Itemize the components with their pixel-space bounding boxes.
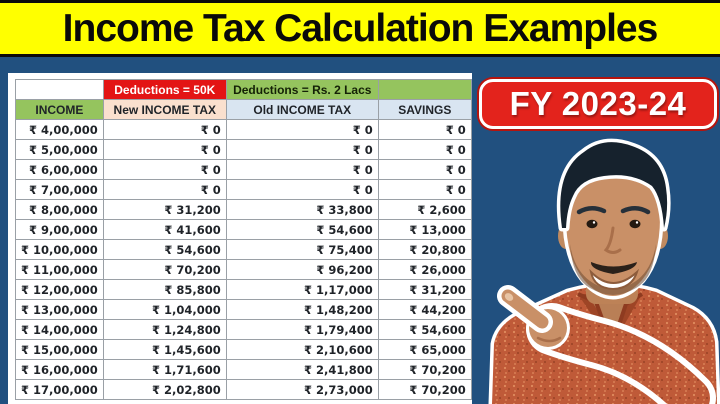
income-cell: ₹ 13,00,000 (15, 299, 104, 320)
table-row: ₹ 7,00,000 ₹ 0 ₹ 0 ₹ 0 (15, 179, 472, 200)
old-tax-cell: ₹ 33,800 (225, 199, 379, 220)
presenter-photo (488, 138, 720, 404)
old-tax-cell: ₹ 2,41,800 (225, 359, 379, 380)
blank-header-cell (15, 79, 104, 100)
old-tax-cell: ₹ 1,17,000 (225, 279, 379, 300)
table-row: ₹ 11,00,000 ₹ 70,200 ₹ 96,200 ₹ 26,000 (15, 259, 472, 280)
savings-cell: ₹ 26,000 (377, 259, 472, 280)
income-cell: ₹ 6,00,000 (15, 159, 104, 180)
new-tax-cell: ₹ 1,24,800 (102, 319, 227, 340)
new-tax-cell: ₹ 1,04,000 (102, 299, 227, 320)
old-tax-cell: ₹ 1,48,200 (225, 299, 379, 320)
table-row: ₹ 12,00,000 ₹ 85,800 ₹ 1,17,000 ₹ 31,200 (15, 279, 472, 300)
old-tax-cell: ₹ 54,600 (225, 219, 379, 240)
savings-cell: ₹ 65,000 (377, 339, 472, 360)
savings-cell: ₹ 20,800 (377, 239, 472, 260)
income-cell: ₹ 17,00,000 (15, 379, 104, 400)
new-tax-cell: ₹ 1,71,600 (102, 359, 227, 380)
fy-badge: FY 2023-24 (479, 79, 717, 129)
table-row: ₹ 17,00,000 ₹ 2,02,800 ₹ 2,73,000 ₹ 70,200 (15, 379, 472, 400)
savings-cell: ₹ 2,600 (377, 199, 472, 220)
savings-column-header: SAVINGS (377, 99, 472, 120)
table-row: ₹ 16,00,000 ₹ 1,71,600 ₹ 2,41,800 ₹ 70,200 (15, 359, 472, 380)
tax-table: Deductions = 50K Deductions = Rs. 2 Lacs… (15, 79, 472, 400)
savings-cell: ₹ 13,000 (377, 219, 472, 240)
old-tax-cell: ₹ 2,73,000 (225, 379, 379, 400)
title-bar: Income Tax Calculation Examples (0, 0, 720, 57)
income-cell: ₹ 8,00,000 (15, 199, 104, 220)
table-row: ₹ 10,00,000 ₹ 54,600 ₹ 75,400 ₹ 20,800 (15, 239, 472, 260)
new-tax-cell: ₹ 85,800 (102, 279, 227, 300)
spreadsheet-panel: Deductions = 50K Deductions = Rs. 2 Lacs… (8, 73, 472, 404)
savings-cell: ₹ 70,200 (377, 379, 472, 400)
tax-table-body: ₹ 4,00,000 ₹ 0 ₹ 0 ₹ 0 ₹ 5,00,000 ₹ 0 ₹ 0 ₹ 0 ₹ … (15, 119, 472, 400)
new-tax-cell: ₹ 0 (102, 119, 227, 140)
new-tax-cell: ₹ 54,600 (102, 239, 227, 260)
table-row: ₹ 15,00,000 ₹ 1,45,600 ₹ 2,10,600 ₹ 65,000 (15, 339, 472, 360)
savings-cell: ₹ 31,200 (377, 279, 472, 300)
deductions-old-header: Deductions = Rs. 2 Lacs (225, 79, 379, 100)
blank-green-header-cell (377, 79, 472, 100)
table-row: ₹ 5,00,000 ₹ 0 ₹ 0 ₹ 0 (15, 139, 472, 160)
new-tax-cell: ₹ 0 (102, 159, 227, 180)
savings-cell: ₹ 0 (377, 179, 472, 200)
income-cell: ₹ 16,00,000 (15, 359, 104, 380)
new-tax-cell: ₹ 70,200 (102, 259, 227, 280)
savings-cell: ₹ 0 (377, 139, 472, 160)
new-tax-cell: ₹ 2,02,800 (102, 379, 227, 400)
savings-cell: ₹ 44,200 (377, 299, 472, 320)
savings-cell: ₹ 0 (377, 119, 472, 140)
table-row: ₹ 9,00,000 ₹ 41,600 ₹ 54,600 ₹ 13,000 (15, 219, 472, 240)
income-cell: ₹ 10,00,000 (15, 239, 104, 260)
old-tax-cell: ₹ 0 (225, 179, 379, 200)
income-cell: ₹ 14,00,000 (15, 319, 104, 340)
savings-cell: ₹ 70,200 (377, 359, 472, 380)
old-tax-cell: ₹ 2,10,600 (225, 339, 379, 360)
old-tax-cell: ₹ 1,79,400 (225, 319, 379, 340)
table-row: ₹ 4,00,000 ₹ 0 ₹ 0 ₹ 0 (15, 119, 472, 140)
page-title: Income Tax Calculation Examples (62, 6, 659, 50)
income-cell: ₹ 12,00,000 (15, 279, 104, 300)
income-cell: ₹ 15,00,000 (15, 339, 104, 360)
deductions-new-header: Deductions = 50K (102, 79, 227, 100)
new-tax-cell: ₹ 0 (102, 179, 227, 200)
income-cell: ₹ 4,00,000 (15, 119, 104, 140)
new-tax-column-header: New INCOME TAX (102, 99, 227, 120)
income-column-header: INCOME (15, 99, 104, 120)
income-cell: ₹ 7,00,000 (15, 179, 104, 200)
column-header-row: INCOME New INCOME TAX Old INCOME TAX SAV… (15, 99, 472, 120)
income-cell: ₹ 9,00,000 (15, 219, 104, 240)
presenter-hair (556, 138, 671, 232)
old-tax-cell: ₹ 0 (225, 119, 379, 140)
old-tax-cell: ₹ 0 (225, 139, 379, 160)
deductions-header-row: Deductions = 50K Deductions = Rs. 2 Lacs (15, 79, 472, 100)
new-tax-cell: ₹ 41,600 (102, 219, 227, 240)
savings-cell: ₹ 54,600 (377, 319, 472, 340)
table-row: ₹ 6,00,000 ₹ 0 ₹ 0 ₹ 0 (15, 159, 472, 180)
old-tax-column-header: Old INCOME TAX (225, 99, 379, 120)
old-tax-cell: ₹ 96,200 (225, 259, 379, 280)
table-row: ₹ 8,00,000 ₹ 31,200 ₹ 33,800 ₹ 2,600 (15, 199, 472, 220)
new-tax-cell: ₹ 0 (102, 139, 227, 160)
table-row: ₹ 13,00,000 ₹ 1,04,000 ₹ 1,48,200 ₹ 44,200 (15, 299, 472, 320)
new-tax-cell: ₹ 31,200 (102, 199, 227, 220)
fy-badge-label: FY 2023-24 (509, 85, 687, 122)
old-tax-cell: ₹ 75,400 (225, 239, 379, 260)
new-tax-cell: ₹ 1,45,600 (102, 339, 227, 360)
old-tax-cell: ₹ 0 (225, 159, 379, 180)
pointing-hand (497, 285, 716, 404)
income-cell: ₹ 11,00,000 (15, 259, 104, 280)
savings-cell: ₹ 0 (377, 159, 472, 180)
income-cell: ₹ 5,00,000 (15, 139, 104, 160)
table-row: ₹ 14,00,000 ₹ 1,24,800 ₹ 1,79,400 ₹ 54,600 (15, 319, 472, 340)
